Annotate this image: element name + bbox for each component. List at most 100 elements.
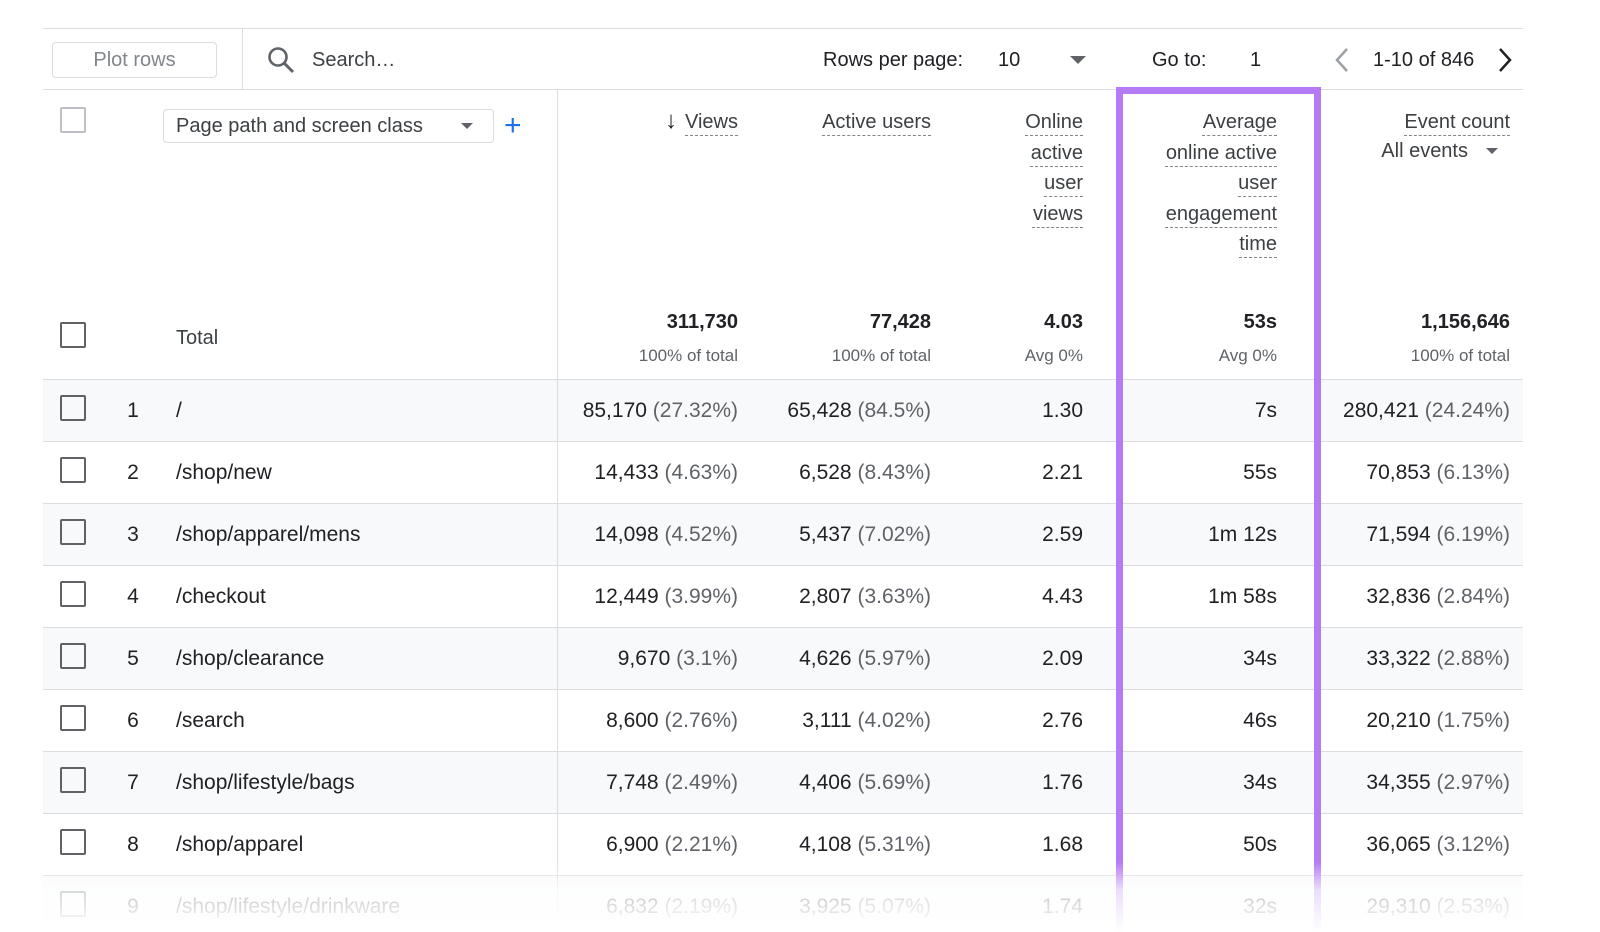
metric-value: 2.76 (1042, 708, 1083, 732)
dropdown-caret[interactable] (1486, 147, 1498, 154)
metric-cell: 8,600 (2.76%) (556, 689, 752, 752)
metric-share: (3.63%) (857, 584, 931, 608)
column-title[interactable]: Views (685, 111, 738, 133)
row-path[interactable]: /shop/apparel/mens (160, 503, 557, 566)
total-cell: 77,428 100% of total (752, 297, 945, 380)
dropdown-caret[interactable] (1069, 55, 1087, 65)
metric-value: 5,437 (799, 522, 852, 546)
metric-cell: 46s (1117, 689, 1321, 752)
metric-value: 7,748 (606, 770, 659, 794)
header-cell: Page path and screen class + (160, 90, 557, 297)
row-checkbox[interactable] (60, 518, 86, 545)
next-page[interactable] (1495, 47, 1515, 73)
metric-share: (7.02%) (857, 522, 931, 546)
total-value: 77,428 (869, 310, 931, 333)
dimension-select[interactable]: Page path and screen class (163, 109, 494, 143)
metric-value: 71,594 (1366, 522, 1431, 546)
metric-cell: 2.09 (945, 627, 1117, 690)
row-checkbox[interactable] (60, 642, 86, 669)
column-title[interactable]: Event count (1404, 111, 1510, 133)
report-table: Page path and screen class + ↓ Views Active … (43, 90, 1523, 932)
metric-cell: 85,170 (27.32%) (556, 379, 752, 442)
page-range: 1-10 of 846 (1373, 49, 1475, 71)
row-path[interactable]: / (160, 379, 557, 442)
top-border (43, 28, 1523, 29)
metric-value: 2.59 (1042, 522, 1083, 546)
metric-share: (2.76%) (664, 708, 738, 732)
row-path[interactable]: /shop/lifestyle/bags (160, 751, 557, 814)
metric-share: (6.19%) (1436, 522, 1510, 546)
total-label: Total (176, 326, 219, 349)
metric-value: 34s (1243, 646, 1277, 670)
row-checkbox[interactable] (60, 394, 86, 421)
row-cell (43, 441, 110, 504)
metric-value: 50s (1243, 832, 1277, 856)
dimension-label: Page path and screen class (176, 115, 423, 137)
total-checkbox[interactable] (60, 322, 86, 348)
total-value: 311,730 (666, 310, 738, 333)
add-dimension[interactable]: + (504, 109, 522, 142)
total-cell: 53s Avg 0% (1117, 297, 1321, 380)
go-to-input[interactable]: 1 (1250, 49, 1262, 71)
row-path[interactable]: /checkout (160, 565, 557, 628)
metric-value: 12,449 (594, 584, 659, 608)
toolbar-divider (242, 29, 243, 90)
metric-cell: 2.59 (945, 503, 1117, 566)
rows-per-page-select[interactable]: 10 (998, 49, 1021, 71)
row-checkbox[interactable] (60, 580, 86, 607)
data-row: 2/shop/new 14,433 (4.63%) 6,528 (8.43%) 2.2… (43, 441, 1523, 504)
metric-cell: 34,355 (2.97%) (1321, 751, 1523, 814)
metric-value: 70,853 (1366, 460, 1431, 484)
data-row: 5/shop/clearance 9,670 (3.1%) 4,626 (5.97%… (43, 627, 1523, 690)
header-cell: Active users (752, 90, 945, 297)
row-checkbox[interactable] (60, 704, 86, 731)
data-row: 3/shop/apparel/mens 14,098 (4.52%) 5,437 (… (43, 503, 1523, 566)
total-cell (110, 297, 160, 380)
sort-arrow: ↓ (665, 107, 677, 134)
row-checkbox[interactable] (60, 828, 86, 855)
row-checkbox[interactable] (60, 766, 86, 793)
metric-value: 2,807 (799, 584, 852, 608)
metric-share: (4.52%) (664, 522, 738, 546)
row-checkbox[interactable] (60, 456, 86, 483)
dropdown-caret[interactable] (461, 123, 473, 129)
metric-value: 9,670 (617, 646, 671, 670)
metric-cell: 4.43 (945, 565, 1117, 628)
go-to-label: Go to: (1152, 49, 1207, 71)
row-path[interactable]: /shop/clearance (160, 627, 557, 690)
total-share: 100% of total (831, 345, 931, 365)
metric-cell: 2,807 (3.63%) (752, 565, 945, 628)
metric-value: 2.21 (1042, 460, 1083, 484)
metric-share: (1.75%) (1436, 708, 1510, 732)
column-title[interactable]: Online active user views (1025, 111, 1083, 225)
column-title[interactable]: Average online active user engagement ti… (1165, 111, 1277, 255)
row-path[interactable]: /search (160, 689, 557, 752)
metric-value: 1.30 (1042, 398, 1083, 422)
data-row: 6/search 8,600 (2.76%) 3,111 (4.02%) 2.76 46… (43, 689, 1523, 752)
metric-value: 32,836 (1366, 584, 1431, 608)
row-cell (43, 503, 110, 566)
search-input[interactable]: Search… (312, 49, 396, 71)
rows-per-page-label: Rows per page: (823, 49, 964, 71)
column-title[interactable]: Active users (822, 111, 931, 133)
metric-cell: 1m 12s (1117, 503, 1321, 566)
metric-cell: 65,428 (84.5%) (752, 379, 945, 442)
plot-rows-button[interactable]: Plot rows (52, 42, 217, 78)
total-value: 53s (1243, 310, 1277, 333)
metric-share: (6.13%) (1436, 460, 1510, 484)
metric-share: (2.84%) (1436, 584, 1510, 608)
select-all-checkbox[interactable] (60, 107, 86, 133)
highlight-box (1116, 87, 1321, 932)
metric-cell: 33,322 (2.88%) (1321, 627, 1523, 690)
row-cell (43, 751, 110, 814)
metric-cell: 55s (1117, 441, 1321, 504)
header-cell (43, 90, 110, 297)
metric-select[interactable]: All events (1321, 140, 1510, 163)
row-path[interactable]: /shop/new (160, 441, 557, 504)
prev-page[interactable] (1332, 47, 1352, 73)
metric-cell: 14,098 (4.52%) (556, 503, 752, 566)
metric-cell: 3,111 (4.02%) (752, 689, 945, 752)
metric-share: (3.1%) (676, 646, 738, 670)
total-share: 100% of total (1410, 345, 1510, 365)
